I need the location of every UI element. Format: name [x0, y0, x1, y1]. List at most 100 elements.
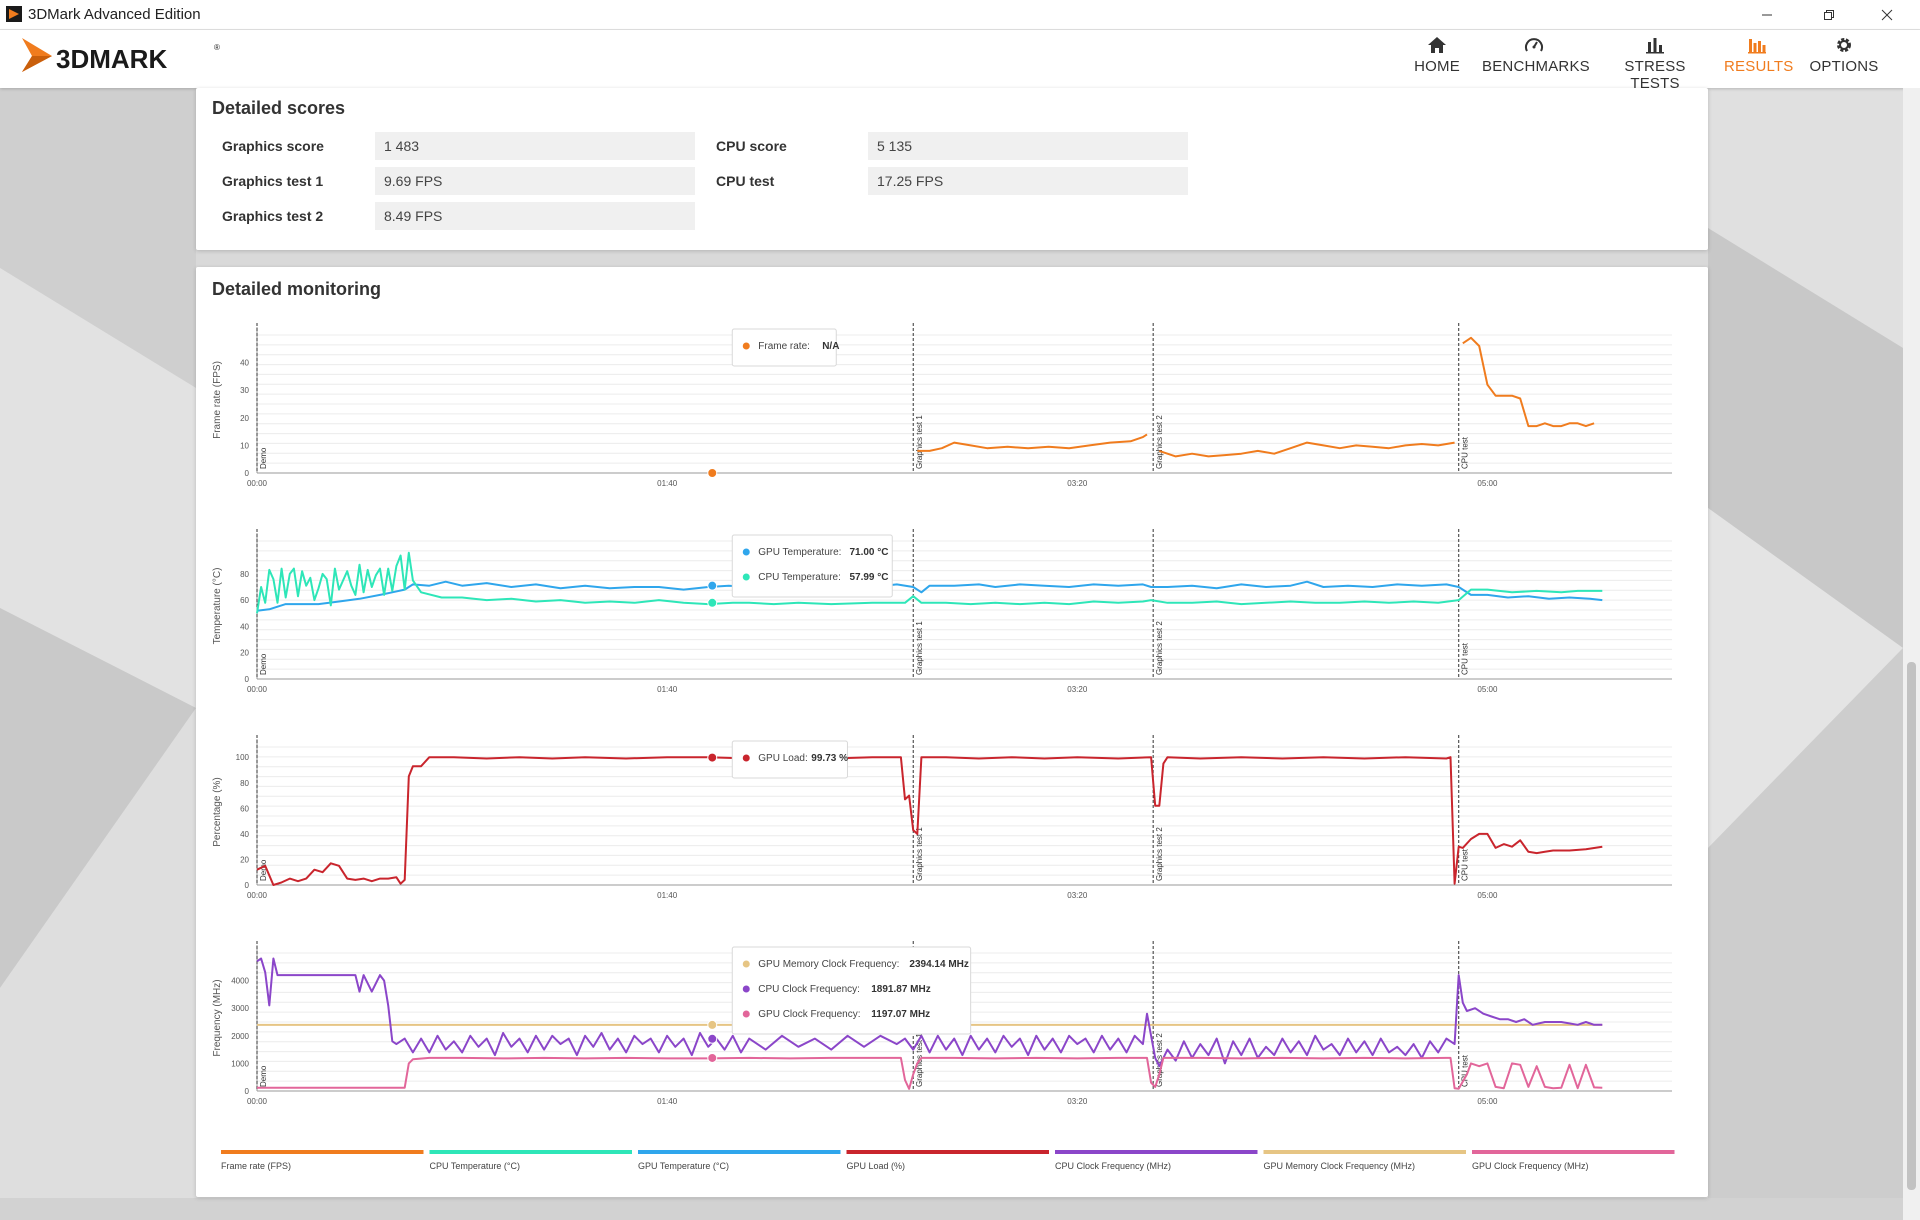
graphics-test-1-label: Graphics test 1: [222, 173, 324, 189]
nav-stress-tests[interactable]: STRESS TESTS: [1604, 36, 1706, 92]
3dmark-logo[interactable]: 3DMARK ®: [18, 34, 228, 84]
graphics-test-1-value: 9.69 FPS: [375, 167, 695, 195]
nav-benchmarks-label: BENCHMARKS: [1482, 58, 1590, 75]
legend-swatch[interactable]: [429, 1150, 633, 1154]
series-line: [1158, 441, 1455, 458]
scrollbar-thumb[interactable]: [1907, 662, 1916, 1190]
x-tick-label: 03:20: [1067, 685, 1088, 694]
legend-swatch[interactable]: [846, 1150, 1050, 1154]
legend-label: CPU Temperature (°C): [430, 1161, 520, 1171]
hover-point[interactable]: [707, 468, 718, 478]
nav-home[interactable]: HOME: [1410, 36, 1464, 75]
nav-benchmarks[interactable]: BENCHMARKS: [1482, 36, 1590, 75]
tooltip-value: 99.73 %: [811, 753, 848, 764]
hover-point[interactable]: [707, 752, 718, 763]
nav-stress-tests-label: STRESS TESTS: [1624, 58, 1686, 92]
legend-swatch[interactable]: [1055, 1150, 1258, 1154]
window-titlebar: 3DMark Advanced Edition: [0, 0, 1920, 30]
tooltip-label: CPU Temperature:: [758, 572, 841, 583]
test-marker-label: Demo: [259, 447, 268, 469]
x-tick-label: 03:20: [1067, 1097, 1088, 1106]
legend-swatch[interactable]: [221, 1150, 424, 1154]
y-tick-label: 30: [240, 386, 249, 395]
test-marker-label: CPU test: [1461, 642, 1470, 675]
series-line: [256, 551, 1603, 614]
legend-swatch[interactable]: [1472, 1150, 1675, 1154]
x-tick-label: 00:00: [247, 1097, 268, 1106]
nav-home-label: HOME: [1414, 58, 1460, 75]
y-tick-label: 40: [240, 359, 249, 368]
y-tick-label: 40: [240, 830, 249, 839]
y-axis-label: Percentage (%): [212, 777, 223, 846]
series-line: [256, 580, 1603, 612]
y-axis-label: Temperature (°C): [212, 568, 223, 645]
test-marker-label: CPU test: [1461, 436, 1470, 469]
test-marker-label: CPU test: [1461, 848, 1470, 881]
x-tick-label: 01:40: [657, 685, 678, 694]
x-tick-label: 03:20: [1067, 891, 1088, 900]
nav-options[interactable]: OPTIONS: [1808, 36, 1880, 75]
cpu-score-label: CPU score: [716, 138, 787, 154]
test-marker-label: Graphics test 2: [1155, 621, 1164, 675]
tooltip-dot: [742, 342, 750, 350]
x-tick-label: 00:00: [247, 891, 268, 900]
y-tick-label: 80: [240, 779, 249, 788]
results-chart-icon: [1748, 39, 1766, 54]
test-marker-label: Graphics test 2: [1155, 1033, 1164, 1087]
test-marker-label: Graphics test 2: [1155, 827, 1164, 881]
test-marker-label: Demo: [259, 1065, 268, 1087]
series-line: [256, 957, 1603, 1068]
app-header: 3DMARK ® HOME BENCHMARKS STRESS TESTS RE…: [0, 30, 1920, 92]
legend-label: GPU Memory Clock Frequency (MHz): [1264, 1161, 1416, 1171]
graphics-score-label: Graphics score: [222, 138, 324, 154]
x-tick-label: 00:00: [247, 685, 268, 694]
series-line: [917, 433, 1148, 452]
test-marker-label: Graphics test 2: [1155, 415, 1164, 469]
close-window-button[interactable]: [1864, 0, 1910, 29]
tooltip-value: 57.99 °C: [849, 572, 888, 583]
gear-icon: [1837, 38, 1851, 52]
tooltip-value: 2394.14 MHz: [909, 959, 968, 970]
legend-swatch[interactable]: [638, 1150, 841, 1154]
minimize-button[interactable]: [1744, 0, 1790, 29]
tooltip-dot: [742, 548, 750, 556]
graphics-test-2-label: Graphics test 2: [222, 208, 324, 224]
hover-point[interactable]: [707, 580, 718, 591]
legend-swatch[interactable]: [1263, 1150, 1467, 1154]
y-tick-label: 0: [245, 469, 250, 478]
tooltip-dot: [742, 573, 750, 581]
tooltip-box: [731, 328, 837, 367]
test-marker-label: CPU test: [1461, 1054, 1470, 1087]
restore-button[interactable]: [1806, 0, 1852, 29]
y-axis-label: Frame rate (FPS): [212, 361, 223, 439]
hover-point[interactable]: [707, 597, 718, 608]
tooltip-dot: [742, 985, 750, 993]
tooltip-value: 71.00 °C: [849, 547, 888, 558]
series-line: [1462, 336, 1595, 428]
hover-point[interactable]: [707, 1052, 718, 1063]
tooltip-dot: [742, 1010, 750, 1018]
tooltip-box: [731, 946, 972, 1035]
legend-label: GPU Load (%): [847, 1161, 906, 1171]
y-tick-label: 0: [245, 881, 250, 890]
y-tick-label: 1000: [231, 1059, 249, 1068]
tooltip-dot: [742, 960, 750, 968]
test-marker-label: Demo: [259, 859, 268, 881]
nav-options-label: OPTIONS: [1809, 58, 1879, 75]
x-tick-label: 01:40: [657, 1097, 678, 1106]
home-icon: [1428, 37, 1446, 53]
tooltip-label: GPU Memory Clock Frequency:: [758, 959, 899, 970]
bar-chart-icon: [1646, 38, 1664, 54]
nav-results[interactable]: RESULTS: [1724, 36, 1793, 75]
y-tick-label: 2000: [231, 1032, 249, 1041]
hover-point[interactable]: [707, 1019, 718, 1030]
tooltip-label: GPU Clock Frequency:: [758, 1009, 860, 1020]
y-tick-label: 3000: [231, 1004, 249, 1013]
detailed-monitoring-card: Detailed monitoring 0 10 20 30 40 Frame rate …: [196, 267, 1708, 1197]
hover-point[interactable]: [707, 1033, 718, 1044]
app-icon: [6, 6, 22, 22]
tooltip-dot: [742, 754, 750, 762]
y-tick-label: 20: [240, 414, 249, 423]
cpu-score-value: 5 135: [868, 132, 1188, 160]
detailed-monitoring-heading: Detailed monitoring: [212, 279, 382, 299]
